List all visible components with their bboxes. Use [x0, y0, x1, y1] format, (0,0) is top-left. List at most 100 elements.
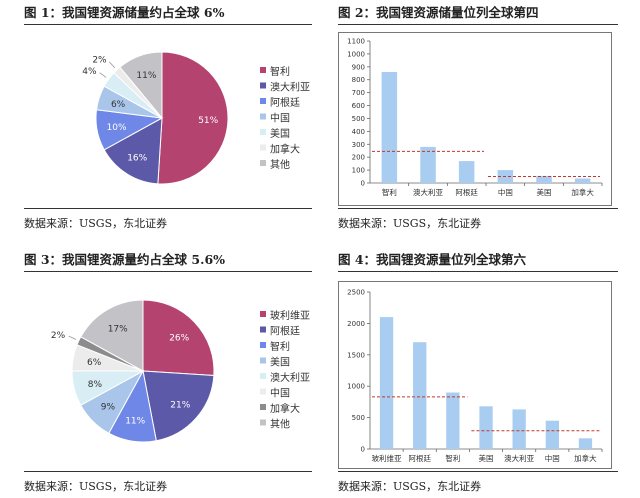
- figure-2-bar-chart: 0 100 200 300 400 500 600 700 800 900 1000 1100 智利 澳大…: [347, 38, 603, 197]
- fig4-bar-6: [578, 438, 593, 449]
- fig1-legend-swatch-1: [260, 82, 266, 89]
- fig2-y-tick-label-7: 700: [352, 89, 365, 97]
- fig2-x-tick-label-3: 中国: [498, 187, 513, 197]
- fig2-x-tick-label-5: 加拿大: [571, 187, 594, 197]
- fig4-bar-2: [446, 392, 460, 449]
- fig2-x-tick-label-2: 阿根廷: [455, 187, 478, 197]
- fig2-y-tick-label-8: 800: [352, 76, 365, 84]
- fig3-slice-7: [80, 299, 144, 372]
- fig3-legend-swatch-5: [260, 388, 266, 395]
- fig3-legend-swatch-4: [260, 373, 266, 379]
- fig1-slice-6: [119, 51, 163, 120]
- fig1-data-label-3: 6%: [111, 100, 126, 110]
- fig1-legend-label-5: 加拿大: [270, 143, 300, 156]
- figure-4-source: 数据来源：USGS，东北证券: [338, 480, 482, 493]
- fig4-y-tick-label-2: 1000: [347, 383, 365, 391]
- fig3-legend-label-4: 澳大利亚: [270, 371, 310, 384]
- figure-3: 图 3：我国锂资源量约占全球 5.6% 26% 21% 11% 9% 8% 6% 2% 17%…: [24, 249, 312, 495]
- fig4-y-tick-label-1: 500: [352, 414, 365, 422]
- fig4-y-tick-label-0: 0: [361, 446, 365, 454]
- fig1-legend-swatch-4: [260, 129, 266, 135]
- fig1-legend-label-1: 澳大利亚: [270, 81, 310, 94]
- figure-1-bottom-rule: [24, 208, 312, 209]
- fig1-legend-label-6: 其他: [270, 158, 290, 171]
- fig3-legend-swatch-6: [260, 404, 266, 410]
- fig3-data-label-6: 2%: [51, 331, 66, 341]
- fig2-y-tick-label-10: 1000: [347, 50, 365, 58]
- fig4-y-tick-label-4: 2000: [347, 320, 365, 328]
- fig2-y-tick-label-5: 500: [352, 115, 365, 123]
- fig3-data-label-7: 17%: [108, 325, 128, 335]
- fig4-x-tick-label-3: 美国: [479, 453, 494, 463]
- fig3-legend-swatch-1: [260, 326, 266, 333]
- figure-2-bottom-rule: [338, 208, 618, 209]
- fig1-slice-1: [103, 117, 163, 185]
- fig1-data-label-0: 51%: [198, 116, 218, 126]
- fig4-x-tick-label-4: 澳大利亚: [504, 453, 534, 463]
- figure-2-top-rule: [338, 24, 618, 25]
- fig3-legend-label-0: 玻利维亚: [270, 309, 310, 322]
- fig1-data-label-4: 4%: [82, 67, 97, 77]
- fig1-leader-4: [99, 72, 107, 78]
- fig1-slice-0: [157, 51, 229, 185]
- fig4-bar-3: [479, 406, 493, 449]
- fig4-bar-0: [379, 317, 394, 449]
- fig1-legend-label-0: 智利: [270, 65, 290, 78]
- fig2-y-tick-label-2: 200: [352, 154, 365, 162]
- fig3-data-label-5: 6%: [87, 358, 102, 368]
- fig1-legend-label-4: 美国: [270, 127, 290, 140]
- fig4-y-tick-label-3: 1500: [347, 351, 365, 359]
- fig4-x-tick-label-1: 阿根廷: [408, 453, 431, 463]
- fig2-y-tick-label-0: 0: [361, 180, 365, 188]
- fig4-x-tick-label-0: 玻利维亚: [372, 453, 402, 463]
- fig3-slice-0: [142, 299, 215, 376]
- fig3-legend-label-7: 其他: [270, 418, 290, 431]
- fig3-data-label-4: 8%: [88, 380, 103, 390]
- fig1-leader-5: [108, 61, 116, 68]
- fig2-y-tick-label-3: 300: [352, 141, 365, 149]
- figure-4-title: 图 4：我国锂资源量位列全球第六: [338, 252, 527, 267]
- figure-3-title: 图 3：我国锂资源量约占全球 5.6%: [24, 252, 226, 267]
- fig2-y-tick-label-6: 600: [352, 102, 365, 110]
- fig3-data-label-2: 11%: [125, 417, 145, 427]
- fig3-legend-swatch-7: [260, 419, 266, 426]
- figure-1: 图 1：我国锂资源储量约占全球 6% 51% 16% 10% 6% 4% 2% 11% 智利澳…: [24, 2, 312, 234]
- fig3-data-label-1: 21%: [170, 400, 190, 410]
- fig2-x-tick-label-1: 澳大利亚: [413, 187, 443, 197]
- figure-3-top-rule: [24, 271, 312, 272]
- figure-4-bar-chart: 0 500 1000 1500 2000 2500 玻利维亚 阿根廷 智利 美国 澳大利亚 中国 加拿大: [347, 289, 603, 463]
- fig1-data-label-5: 2%: [92, 56, 107, 66]
- fig2-y-tick-label-4: 400: [352, 128, 365, 136]
- fig1-data-label-6: 11%: [136, 71, 156, 81]
- figure-3-bottom-rule: [24, 471, 312, 472]
- figure-3-source: 数据来源：USGS，东北证券: [24, 480, 168, 493]
- fig3-legend-label-6: 加拿大: [270, 402, 300, 415]
- fig4-x-tick-label-6: 加拿大: [574, 453, 597, 463]
- fig3-leader-6: [68, 335, 77, 340]
- fig1-legend-swatch-2: [260, 98, 266, 104]
- fig4-bar-1: [413, 342, 427, 449]
- fig3-legend-swatch-2: [260, 342, 266, 348]
- fig2-y-tick-label-9: 900: [352, 63, 365, 71]
- fig2-x-tick-label-4: 美国: [537, 187, 552, 197]
- fig3-legend-label-1: 阿根廷: [270, 325, 300, 338]
- fig3-data-label-3: 9%: [101, 403, 116, 413]
- fig3-legend-label-5: 中国: [270, 387, 290, 400]
- fig1-data-label-1: 16%: [127, 154, 147, 164]
- figure-2-source: 数据来源：USGS，东北证券: [338, 217, 482, 230]
- fig1-legend-swatch-3: [260, 113, 266, 120]
- fig1-data-label-2: 10%: [107, 123, 127, 133]
- figure-4-top-rule: [338, 271, 618, 272]
- figure-3-pie-chart: 26% 21% 11% 9% 8% 6% 2% 17% 玻利维亚阿根廷智利美国澳大利亚中国加拿大…: [51, 299, 310, 443]
- fig2-bar-0: [381, 72, 398, 183]
- fig4-x-tick-label-2: 智利: [445, 453, 460, 463]
- fig1-legend-label-3: 中国: [270, 112, 290, 125]
- fig2-x-tick-label-0: 智利: [382, 187, 397, 197]
- figure-1-top-rule: [24, 24, 312, 25]
- fig3-data-label-0: 26%: [169, 334, 189, 344]
- figure-2-title: 图 2：我国锂资源储量位列全球第四: [338, 5, 539, 20]
- figure-2: 图 2：我国锂资源储量位列全球第四 0 100 200 300 400 500 600 700…: [338, 2, 618, 234]
- fig1-legend-swatch-5: [260, 144, 266, 151]
- fig2-bar-2: [458, 161, 475, 183]
